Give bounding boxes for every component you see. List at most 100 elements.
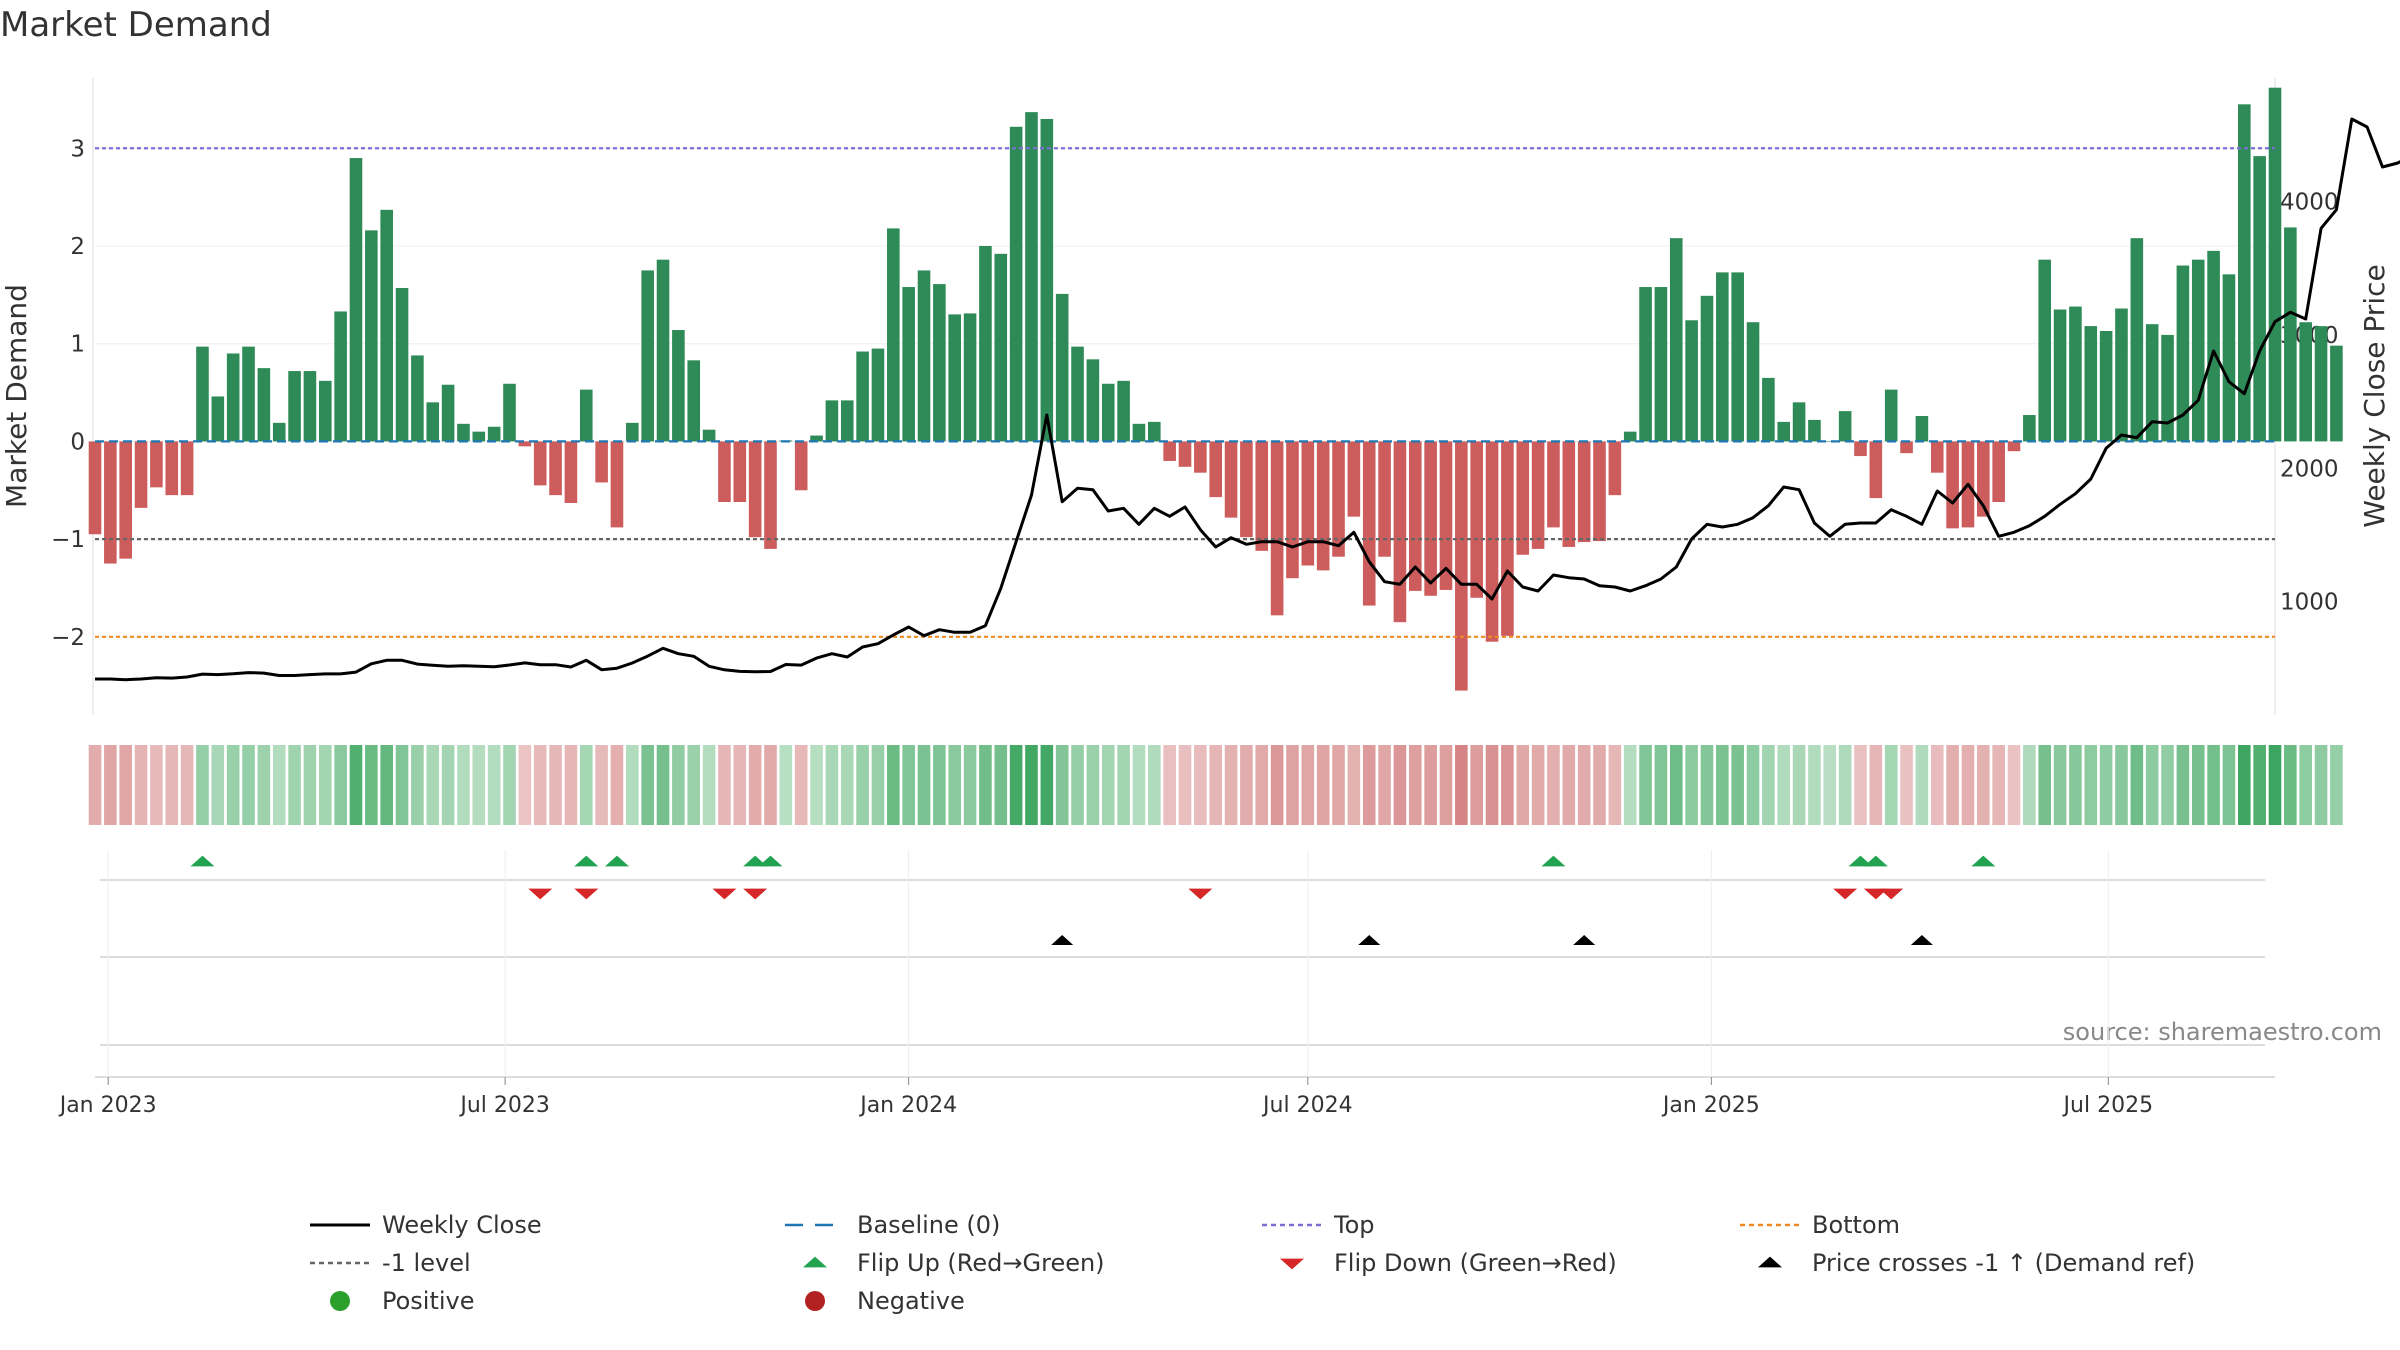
positive-bar [641, 270, 654, 442]
legend-label: Baseline (0) [857, 1211, 1000, 1239]
positive-bar [1685, 320, 1698, 442]
flip-up-marker [604, 855, 629, 867]
positive-bar [1746, 322, 1760, 442]
heat-cell [672, 745, 685, 825]
negative-bar [1378, 441, 1391, 557]
negative-bar [119, 441, 132, 559]
positive-bar [457, 423, 470, 442]
heat-cell [1485, 745, 1499, 825]
legend-swatch [330, 1291, 350, 1311]
x-tick-label: Jul 2024 [1261, 1093, 1353, 1118]
negative-bar [1854, 441, 1867, 457]
heat-cell [196, 745, 209, 825]
heat-cell [1347, 745, 1361, 825]
flip-markers-panel [100, 855, 2265, 900]
flip-up-marker [574, 855, 599, 867]
positive-bar [702, 429, 716, 442]
y-tick-label: 0 [70, 429, 85, 455]
positive-bar [1055, 293, 1069, 442]
positive-bar [1086, 359, 1100, 442]
heat-cell [1286, 745, 1299, 825]
heat-cell [1869, 745, 1883, 825]
negative-bar [2007, 441, 2021, 452]
positive-bar [303, 371, 317, 442]
positive-bar [2314, 326, 2328, 442]
heat-cell [1009, 745, 1023, 825]
heat-cell [380, 745, 393, 825]
heat-cell [441, 745, 455, 825]
y-right-tick-label: 2000 [2280, 456, 2339, 482]
negative-bar [1178, 441, 1192, 467]
negative-bar [764, 441, 777, 549]
heat-cell [810, 745, 823, 825]
positive-bar [856, 351, 869, 442]
negative-bar [1301, 441, 1315, 566]
heat-cell [2023, 745, 2036, 825]
positive-bar [2191, 259, 2205, 442]
source-note: source: sharemaestro.com [2063, 1018, 2382, 1046]
flip-down-marker [712, 888, 737, 900]
heat-cell [150, 745, 163, 825]
negative-bar [1332, 441, 1345, 557]
demand-heat-strip [88, 745, 2343, 825]
heat-cell [1884, 745, 1898, 825]
heat-cell [1654, 745, 1668, 825]
positive-bar [334, 311, 347, 442]
heat-cell [1746, 745, 1760, 825]
heat-cell [610, 745, 624, 825]
heat-cell [1700, 745, 1714, 825]
y-axis-right-label: Weekly Close Price [2358, 264, 2391, 527]
positive-bar [1884, 389, 1898, 442]
heat-cell [472, 745, 486, 825]
heat-cell [1946, 745, 1959, 825]
negative-bar [1393, 441, 1407, 623]
x-tick-label: Jan 2025 [1661, 1093, 1760, 1118]
positive-bar [2284, 227, 2297, 442]
heat-cell [365, 745, 378, 825]
heat-cell [1378, 745, 1391, 825]
positive-bar [2038, 259, 2052, 442]
positive-bar [1040, 118, 1054, 442]
flip-up-marker [743, 855, 768, 867]
heat-cell [564, 745, 578, 825]
heat-cell [226, 745, 240, 825]
negative-bar [1316, 441, 1330, 571]
positive-bar [349, 158, 363, 442]
negative-bar [1608, 441, 1622, 496]
heat-cell [2007, 745, 2021, 825]
positive-bar [318, 380, 332, 442]
heat-cell [2145, 745, 2159, 825]
negative-bar [1194, 441, 1207, 473]
y-tick-label: 3 [70, 136, 85, 162]
heat-cell [334, 745, 347, 825]
heat-cell [1332, 745, 1345, 825]
heat-cell [579, 745, 593, 825]
legend-label: Price crosses -1 ↑ (Demand ref) [1812, 1249, 2195, 1277]
positive-bar [1639, 287, 1652, 442]
heat-cell [1055, 745, 1069, 825]
heat-cell [1716, 745, 1729, 825]
heat-cell [687, 745, 701, 825]
heat-cell [411, 745, 424, 825]
heat-cell [1547, 745, 1560, 825]
flip-down-marker [1833, 888, 1858, 900]
negative-bar [1209, 441, 1222, 498]
heat-cell [1470, 745, 1483, 825]
flip-up-marker [1848, 855, 1873, 867]
negative-bar [1286, 441, 1299, 579]
heat-cell [2253, 745, 2266, 825]
negative-bar [1408, 441, 1422, 591]
heat-cell [1194, 745, 1207, 825]
positive-bar [825, 400, 839, 442]
heat-cell [1669, 745, 1683, 825]
negative-bar [1485, 441, 1499, 642]
heat-cell [426, 745, 440, 825]
positive-bar [2222, 274, 2236, 442]
heat-cell [1900, 745, 1913, 825]
heat-cell [211, 745, 225, 825]
heat-cell [1040, 745, 1054, 825]
positive-bar [365, 230, 378, 442]
heat-cell [963, 745, 977, 825]
negative-bar [1240, 441, 1253, 538]
heat-cell [656, 745, 670, 825]
